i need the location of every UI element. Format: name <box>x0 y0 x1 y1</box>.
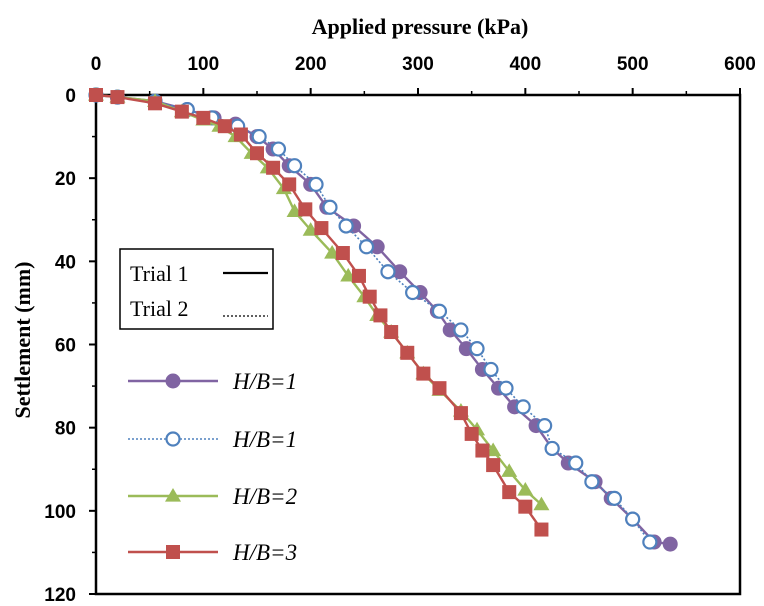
series-1-point <box>338 218 354 234</box>
series-1-point <box>286 158 303 174</box>
series-3-point <box>351 268 366 283</box>
y-tick-label: 80 <box>55 419 76 440</box>
series-3-point <box>432 381 447 396</box>
series-1-point <box>498 380 514 396</box>
legend-series-2-marker <box>165 488 181 502</box>
series-3-point <box>400 345 415 360</box>
series-1-point <box>358 239 375 255</box>
series-3-point <box>453 406 468 421</box>
legend-series-0-marker <box>165 373 181 389</box>
series-1-point <box>431 303 448 319</box>
series-1-point <box>537 417 553 434</box>
series-3-point <box>416 366 431 381</box>
series-1-point <box>322 199 338 215</box>
series-1-point <box>606 490 623 506</box>
series-3-point <box>475 443 490 458</box>
y-axis-title: Settlement (mm) <box>10 262 35 419</box>
legend-series: H/B=1 H/B=1 H/B=2 H/B=3 <box>128 369 297 565</box>
series-1-point <box>625 511 641 527</box>
series-3-point <box>362 289 377 304</box>
x-tick-label: 200 <box>295 54 327 75</box>
plot-layer: 0 100 200 300 400 500 600 0 20 40 60 80 100 120 <box>44 54 756 606</box>
series-1-point <box>380 264 396 280</box>
series-3-point <box>250 146 264 161</box>
y-tick-label: 100 <box>44 502 76 523</box>
series-1-point <box>308 176 324 193</box>
series-1-point <box>469 341 485 357</box>
series-1-point <box>251 128 267 145</box>
y-tick-label: 20 <box>55 169 76 190</box>
y-tick-label: 40 <box>55 252 76 273</box>
series-3-point <box>148 96 163 111</box>
x-tick-label: 0 <box>91 54 102 75</box>
x-tick-label: 300 <box>402 54 434 75</box>
series-3 <box>89 88 549 537</box>
y-tick-label: 60 <box>55 336 76 357</box>
legend-series-2-label: H/B=2 <box>232 484 297 509</box>
series-1-point <box>568 455 584 471</box>
x-tick-label: 500 <box>617 54 649 75</box>
series-2-point <box>517 482 534 496</box>
legend-series-3-label: H/B=3 <box>232 540 297 565</box>
series-0-point <box>662 536 678 552</box>
series-3-point <box>502 485 517 500</box>
series-3-point <box>534 522 549 537</box>
series-1-point <box>642 534 658 550</box>
legend-series-0-label: H/B=1 <box>232 369 297 394</box>
y-tick-label: 0 <box>65 86 76 107</box>
x-axis-title: Applied pressure (kPa) <box>312 14 529 39</box>
legend-trials: Trial 1 Trial 2 <box>119 248 274 330</box>
series-1-point <box>405 284 421 301</box>
series-3-point <box>486 458 501 473</box>
x-tick-label: 100 <box>187 54 219 75</box>
y-tick-label: 120 <box>44 585 76 606</box>
series-3-point <box>217 119 232 134</box>
series-1-point <box>515 399 531 415</box>
plot-frame <box>94 93 742 596</box>
series-3-point <box>464 426 479 441</box>
series-3-point <box>335 246 350 261</box>
series-3-point <box>233 127 248 142</box>
legend-series-1-label: H/B=1 <box>232 427 297 452</box>
series-1-point <box>584 474 600 490</box>
series-3-point <box>196 110 211 125</box>
series-3-point <box>174 104 189 119</box>
legend-trial-1-label: Trial 1 <box>130 261 188 286</box>
series-3-point <box>298 202 313 217</box>
series-1-point <box>453 322 469 338</box>
series-3-point <box>110 90 125 105</box>
series-2-point <box>533 496 550 511</box>
series-3-point <box>314 221 329 236</box>
x-tick-label: 600 <box>724 54 756 75</box>
series-1-point <box>483 361 499 378</box>
series-2-point <box>501 463 518 477</box>
x-tick-label: 400 <box>509 54 541 75</box>
legend-series-1-marker <box>165 431 181 447</box>
series-1-point <box>544 440 560 457</box>
legend-trial-2-label: Trial 2 <box>130 296 188 321</box>
legend-series-3-marker <box>166 545 180 559</box>
series-1-point <box>270 141 287 157</box>
series-3-point <box>373 308 388 323</box>
series-3-point <box>266 160 281 175</box>
series-3-point <box>89 88 103 102</box>
series-3-point <box>384 325 399 340</box>
series-3-point <box>518 499 533 514</box>
series-3-point <box>282 177 297 192</box>
